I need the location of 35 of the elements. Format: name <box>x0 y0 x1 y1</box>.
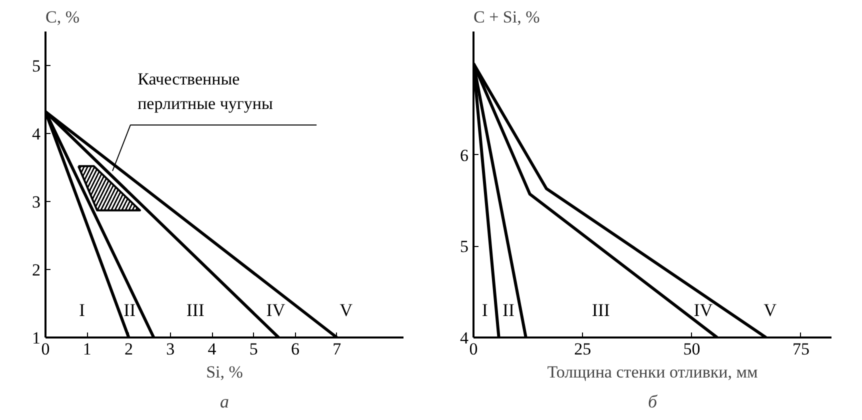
x-tick-label: 75 <box>792 340 810 358</box>
y-tick-label: 3 <box>32 192 40 212</box>
y-tick-label: 5 <box>460 237 468 256</box>
annotation: IV <box>266 300 286 320</box>
annotation: V <box>340 300 353 320</box>
annotation: I <box>482 300 488 320</box>
annotation: III <box>592 300 610 320</box>
annotation: II <box>502 300 514 320</box>
x-tick-label: 25 <box>574 340 592 358</box>
y-tick-label: 6 <box>460 146 468 165</box>
x-tick-label: 5 <box>249 340 258 358</box>
x-tick-label: 2 <box>124 340 134 358</box>
y-axis-title: C + Si, % <box>474 8 540 26</box>
x-tick-label: 0 <box>41 340 50 358</box>
x-axis-title: Толщина стенки отливки, мм <box>547 362 758 382</box>
x-tick-label: 6 <box>291 340 300 358</box>
text: а <box>220 392 229 412</box>
x-tick-label: 3 <box>166 340 175 358</box>
annotation: II <box>124 300 136 320</box>
x-tick-label: 0 <box>469 340 478 358</box>
x-tick-label: 7 <box>332 340 342 358</box>
y-tick-label: 5 <box>32 56 40 76</box>
annotation: III <box>186 300 204 320</box>
text: б <box>648 392 658 412</box>
annotation: V <box>764 300 777 320</box>
annotation: Качественные перлитные чугуны <box>138 69 274 113</box>
y-tick-label: 4 <box>32 124 41 144</box>
x-tick-label: 1 <box>82 340 92 358</box>
y-axis-title: C, % <box>46 8 80 26</box>
annotation: I <box>79 300 86 320</box>
x-tick-label: 4 <box>208 340 217 358</box>
x-tick-label: 50 <box>683 340 700 358</box>
y-tick-label: 2 <box>32 260 40 280</box>
x-axis-title: Si, % <box>206 362 243 382</box>
annotation: IV <box>694 300 713 320</box>
